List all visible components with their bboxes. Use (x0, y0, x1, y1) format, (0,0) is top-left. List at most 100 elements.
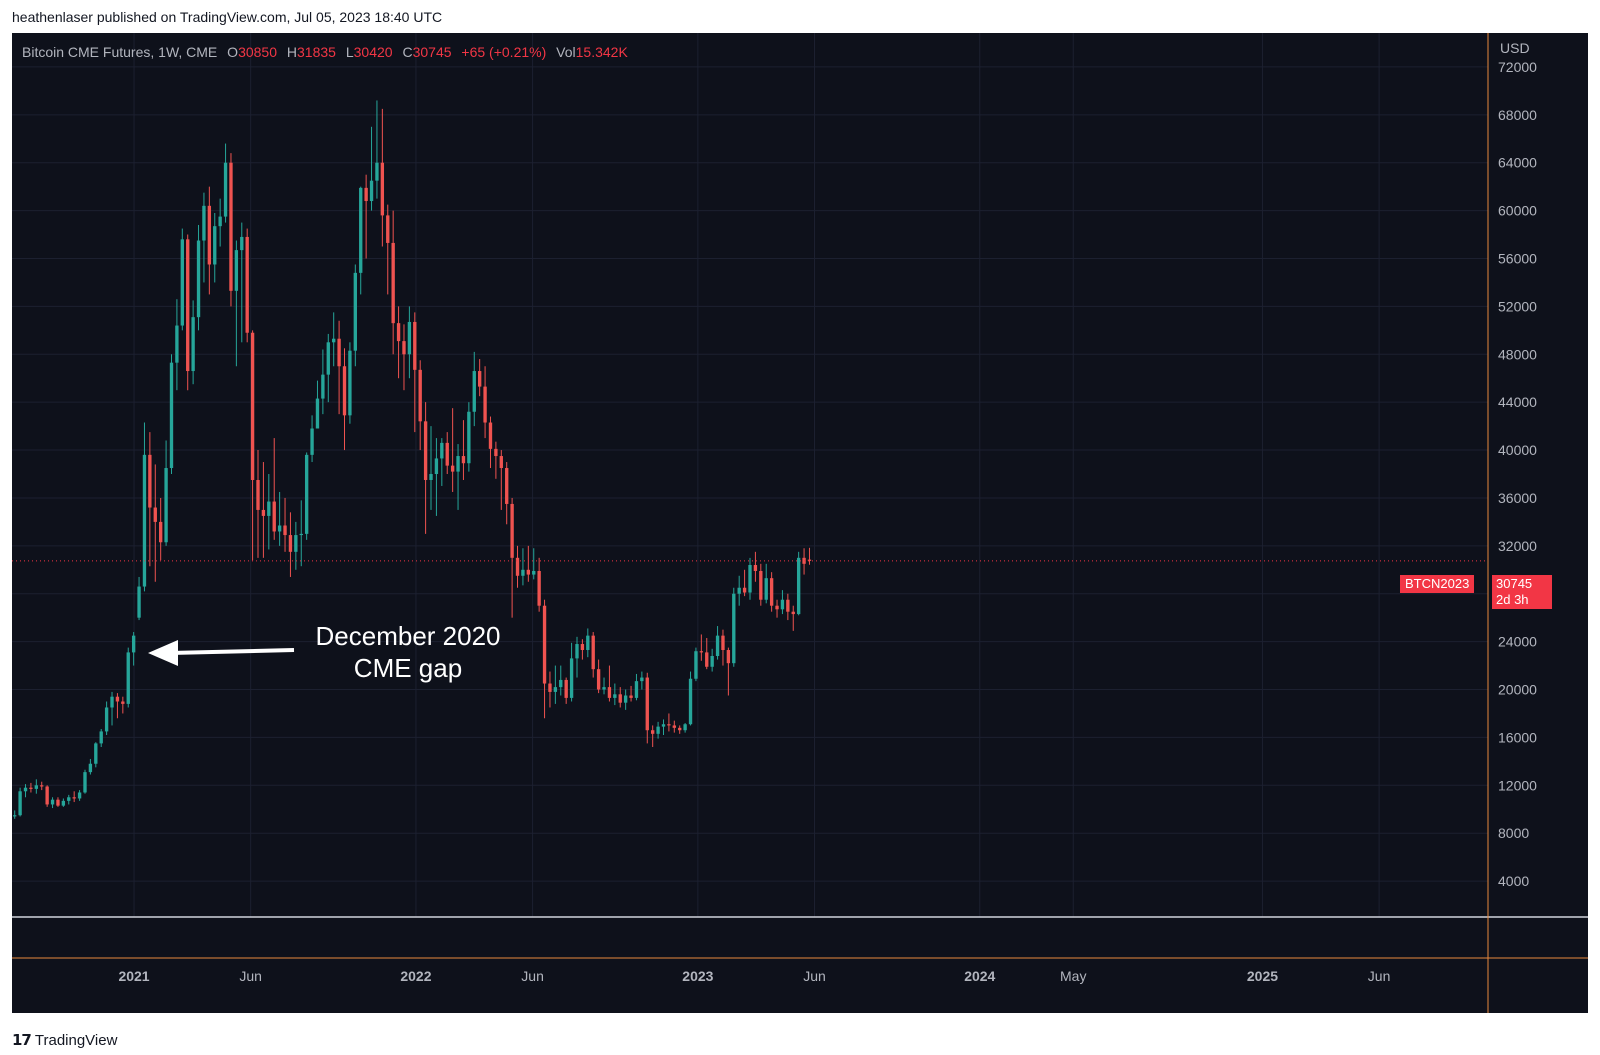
candle-body (380, 162, 385, 216)
candle-body (326, 342, 330, 375)
candle-body (623, 695, 628, 703)
x-tick-label: Jun (803, 968, 826, 984)
candle-body (310, 428, 314, 455)
candle-body (510, 503, 514, 558)
tradingview-logo[interactable]: 𝟭𝟳 TradingView (12, 1031, 118, 1050)
y-tick-label: 32000 (1498, 538, 1537, 554)
candle-body (456, 456, 460, 472)
candle-body (483, 386, 487, 423)
candle-body (569, 658, 574, 698)
candle-body (245, 236, 249, 333)
candle-body (407, 321, 412, 355)
ohlc-legend: Bitcoin CME Futures, 1W, CME O30850 H318… (22, 44, 628, 60)
close-label: C (402, 44, 413, 60)
candle-body (440, 442, 444, 459)
chart-panel[interactable]: 4000800012000160002000024000280003200036… (12, 33, 1588, 1013)
candle-body (223, 162, 228, 217)
candle-body (418, 369, 422, 422)
candle-body (34, 785, 39, 789)
candle-body (613, 694, 617, 698)
footer-brand-text: TradingView (34, 1031, 118, 1049)
y-tick-label: 48000 (1498, 346, 1537, 362)
candle-body (548, 683, 552, 692)
candle-body (342, 366, 347, 416)
high-label: H (286, 44, 298, 60)
candle-body (629, 695, 633, 698)
candle-body (396, 323, 401, 342)
x-tick-label: 2021 (118, 968, 149, 984)
candle-body (769, 578, 774, 606)
candle-body (715, 635, 720, 656)
close-value: 30745 (412, 44, 452, 60)
candle-body (267, 501, 271, 516)
candle-body (164, 468, 168, 543)
candle-body (234, 250, 239, 291)
candle-body (304, 454, 309, 534)
bar-countdown: 2d 3h (1496, 592, 1529, 607)
candle-body (515, 557, 520, 576)
candle-body (423, 421, 428, 480)
candle-body (661, 724, 666, 727)
candle-body (186, 239, 190, 372)
candle-body (591, 635, 595, 670)
candle-body (218, 216, 222, 227)
annotation-arrow-shaft (169, 648, 295, 655)
candle-body (607, 687, 612, 698)
candle-body (159, 521, 163, 543)
candle-body (710, 655, 714, 667)
x-tick-label: Jun (1368, 968, 1391, 984)
candle-body (672, 725, 676, 728)
candle-body (375, 162, 379, 181)
y-tick-label: 60000 (1498, 203, 1537, 219)
candle-body (337, 338, 341, 367)
candle-body (99, 731, 103, 744)
candle-body (61, 800, 66, 806)
candle-body (180, 239, 184, 326)
candle-body (553, 687, 558, 692)
candle-body (705, 652, 709, 667)
open-value: 30850 (238, 44, 277, 60)
candle-body (461, 456, 466, 464)
candle-body (791, 611, 795, 615)
candle-body (764, 578, 768, 600)
candle-body (213, 226, 217, 265)
y-tick-label: 8000 (1498, 825, 1529, 841)
candle-body (294, 535, 298, 552)
cme-gap-annotation: December 2020 CME gap (296, 620, 520, 684)
candle-body (780, 599, 785, 610)
candle-body (488, 422, 493, 449)
candle-body (796, 557, 801, 615)
volume-label: Vol (556, 44, 576, 60)
candle-body (229, 162, 233, 291)
candle-body (283, 525, 287, 536)
candle-body (137, 586, 141, 618)
x-tick-label: 2022 (400, 968, 431, 984)
candle-body (477, 371, 482, 387)
candle-body (748, 565, 752, 593)
candlestick-chart[interactable]: 4000800012000160002000024000280003200036… (12, 33, 1588, 1013)
candle-body (23, 787, 28, 792)
candle-body (353, 272, 357, 351)
candle-body (256, 479, 260, 510)
candle-body (580, 644, 585, 651)
x-tick-label: May (1060, 968, 1086, 984)
candle-body (94, 743, 98, 764)
candle-body (526, 569, 531, 575)
candle-body (586, 635, 590, 651)
last-price-tag: 30745 2d 3h (1492, 575, 1552, 609)
candle-body (494, 448, 498, 457)
candle-body (191, 317, 195, 372)
candle-body (596, 669, 601, 690)
candle-body (537, 570, 541, 606)
candle-body (369, 180, 374, 202)
candle-body (169, 362, 174, 469)
candle-body (429, 474, 433, 480)
candle-body (332, 338, 336, 343)
candle-body (402, 341, 406, 355)
candle-body (688, 678, 693, 725)
publish-attribution: heathenlaser published on TradingView.co… (12, 9, 443, 25)
candle-body (272, 501, 276, 532)
high-value: 31835 (297, 44, 336, 60)
candle-body (207, 205, 212, 265)
currency-label: USD (1500, 40, 1530, 56)
